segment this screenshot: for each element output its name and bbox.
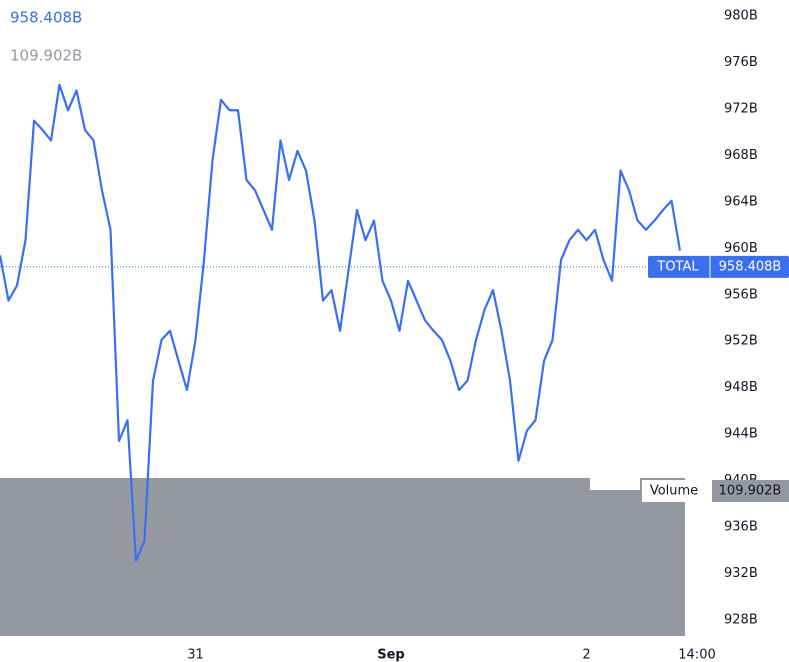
- y-tick-label: 964B: [724, 194, 758, 209]
- volume-value-tag: [712, 480, 789, 502]
- x-tick-label: 2: [582, 648, 590, 662]
- volume-name: Volume: [650, 484, 698, 499]
- header-value: 958.408B: [10, 9, 82, 27]
- x-tick-label: Sep: [377, 648, 405, 662]
- y-tick-label: 944B: [724, 427, 758, 442]
- volume-value-label: 109.902B: [719, 484, 782, 499]
- y-tick-label: 972B: [724, 102, 758, 117]
- y-tick-label: 928B: [724, 612, 758, 627]
- y-tick-label: 932B: [724, 566, 758, 581]
- volume-notch: [590, 478, 640, 490]
- y-tick-label: 956B: [724, 287, 758, 302]
- x-tick-label: 31: [187, 648, 204, 662]
- x-tick-label: 14:00: [678, 648, 715, 662]
- y-tick-label: 980B: [724, 9, 758, 24]
- series-name: TOTAL: [656, 259, 699, 274]
- y-tick-label: 948B: [724, 380, 758, 395]
- y-tick-label: 936B: [724, 519, 758, 534]
- y-tick-label: 952B: [724, 334, 758, 349]
- y-tick-label: 968B: [724, 148, 758, 163]
- y-tick-label: 976B: [724, 55, 758, 70]
- last-value-tag: [648, 255, 789, 278]
- y-tick-label: 960B: [724, 241, 758, 256]
- price-line: [0, 83, 682, 562]
- volume-bar: [0, 478, 685, 636]
- last-value-label: 958.408B: [719, 259, 782, 274]
- header-volume: 109.902B: [10, 47, 82, 65]
